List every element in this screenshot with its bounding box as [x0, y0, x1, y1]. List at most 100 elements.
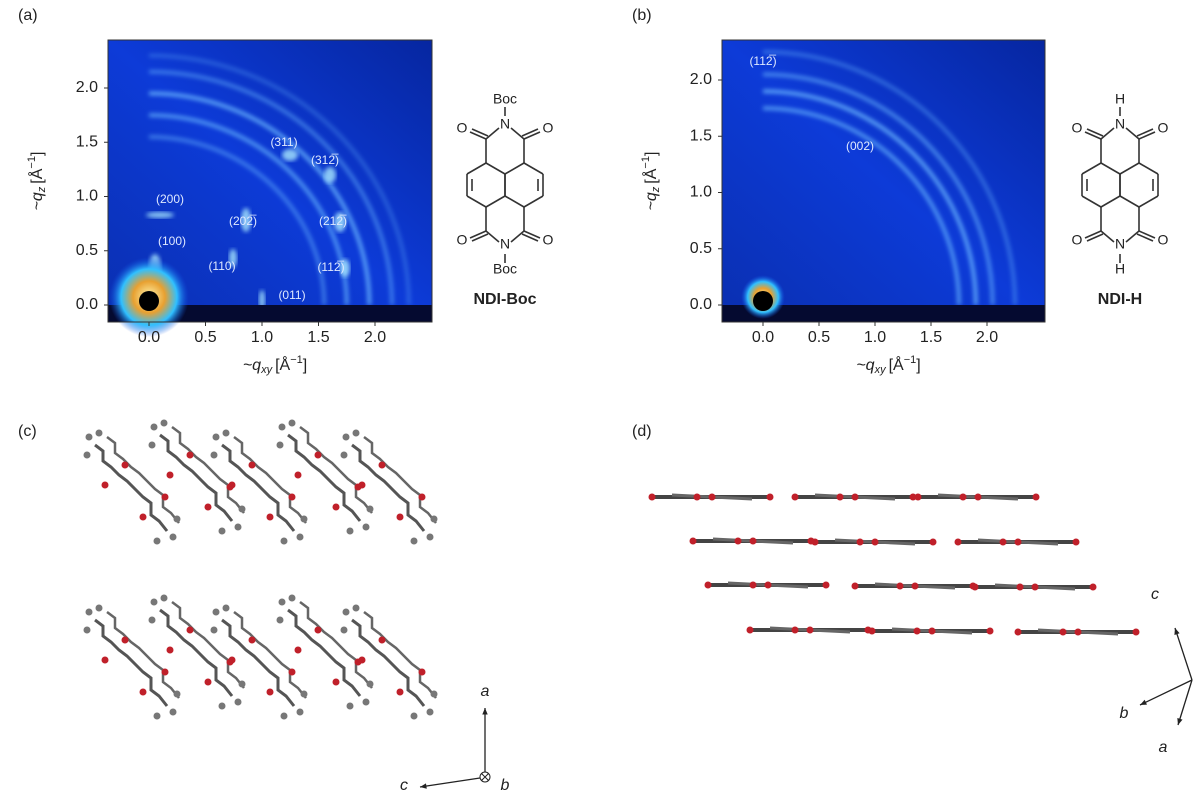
axis-superscript: −1 [640, 156, 652, 169]
crystal-axis-label: a [1159, 739, 1168, 756]
bond [1101, 128, 1114, 139]
arrow-head [482, 708, 487, 714]
atom [869, 628, 876, 635]
bond [1139, 231, 1155, 238]
atom [343, 609, 350, 616]
atom [151, 424, 158, 431]
atom [353, 430, 360, 437]
atom [161, 420, 168, 427]
atom [367, 681, 374, 688]
peak-label: (212̅) [319, 214, 347, 228]
atom [267, 514, 274, 521]
atom [301, 516, 308, 523]
atom [347, 703, 354, 710]
axis-label: ~qz[Å−1] [26, 152, 48, 211]
oxygen-label: O [543, 232, 554, 248]
atom [1017, 584, 1024, 591]
atom [277, 617, 284, 624]
axis-unit: [Å [275, 355, 290, 374]
atom [211, 452, 218, 459]
atom [419, 669, 426, 676]
axis-arrow [1175, 628, 1192, 680]
atom [1032, 584, 1039, 591]
molecule-stick [300, 602, 372, 688]
axis-subscript: xy [874, 364, 888, 376]
y-tick-label: 1.5 [690, 127, 712, 144]
peak-label: (202̅) [229, 214, 257, 228]
atom [341, 627, 348, 634]
x-tick-label: 2.0 [364, 329, 386, 346]
panel-label: (c) [18, 423, 37, 440]
atom [1000, 539, 1007, 546]
x-tick-label: 0.5 [808, 329, 830, 346]
atom [281, 713, 288, 720]
axis-close: ] [643, 152, 660, 156]
atom [872, 539, 879, 546]
atom [297, 709, 304, 716]
atom [149, 617, 156, 624]
atom [86, 609, 93, 616]
oxygen-label: O [1158, 120, 1169, 136]
atom [852, 494, 859, 501]
atom [279, 599, 286, 606]
atom [289, 420, 296, 427]
atom [149, 442, 156, 449]
atom [102, 657, 109, 664]
atom [1060, 629, 1067, 636]
atom [279, 424, 286, 431]
atom [249, 462, 256, 469]
axis-subscript: z [650, 186, 662, 193]
atom [857, 539, 864, 546]
atom [1075, 629, 1082, 636]
molecule-stick [364, 612, 436, 698]
figure: (a)(b)(c)(d)0.00.51.01.52.00.00.51.01.52… [0, 0, 1195, 794]
bond [1139, 196, 1158, 207]
atom [102, 482, 109, 489]
bond [472, 234, 488, 241]
atom [955, 539, 962, 546]
oxygen-label: O [457, 232, 468, 248]
atom [151, 599, 158, 606]
bond [511, 128, 524, 139]
atom [972, 584, 979, 591]
atom [359, 657, 366, 664]
atom [765, 582, 772, 589]
crystal-axis-label: b [1120, 705, 1129, 722]
atom [213, 609, 220, 616]
bond [524, 132, 540, 139]
atom [333, 504, 340, 511]
peak-label: (311) [270, 135, 297, 149]
bond [486, 163, 505, 174]
atom [211, 627, 218, 634]
peak-label: (200) [156, 192, 184, 206]
peak-label: (112̅) [749, 54, 776, 68]
atom [235, 524, 242, 531]
atom [333, 679, 340, 686]
atom [930, 539, 937, 546]
atom [975, 494, 982, 501]
y-tick-label: 0.5 [76, 242, 98, 259]
atom [122, 462, 129, 469]
atom [431, 691, 438, 698]
beam-stop [753, 291, 773, 311]
atom [301, 691, 308, 698]
x-tick-label: 1.0 [251, 329, 273, 346]
atom [140, 514, 147, 521]
x-tick-label: 0.0 [138, 329, 160, 346]
axis-unit: [Å [889, 355, 904, 374]
bragg-spot [146, 212, 174, 218]
atom [347, 528, 354, 535]
bond [1101, 196, 1120, 207]
bond [467, 163, 486, 174]
atom [161, 595, 168, 602]
bond [505, 163, 524, 174]
bond [1139, 163, 1158, 174]
bond [1101, 163, 1120, 174]
atom [289, 669, 296, 676]
bond [1120, 196, 1139, 207]
bond [1085, 231, 1101, 238]
atom [431, 516, 438, 523]
atom [649, 494, 656, 501]
atom [219, 528, 226, 535]
y-tick-label: 0.0 [76, 296, 98, 313]
